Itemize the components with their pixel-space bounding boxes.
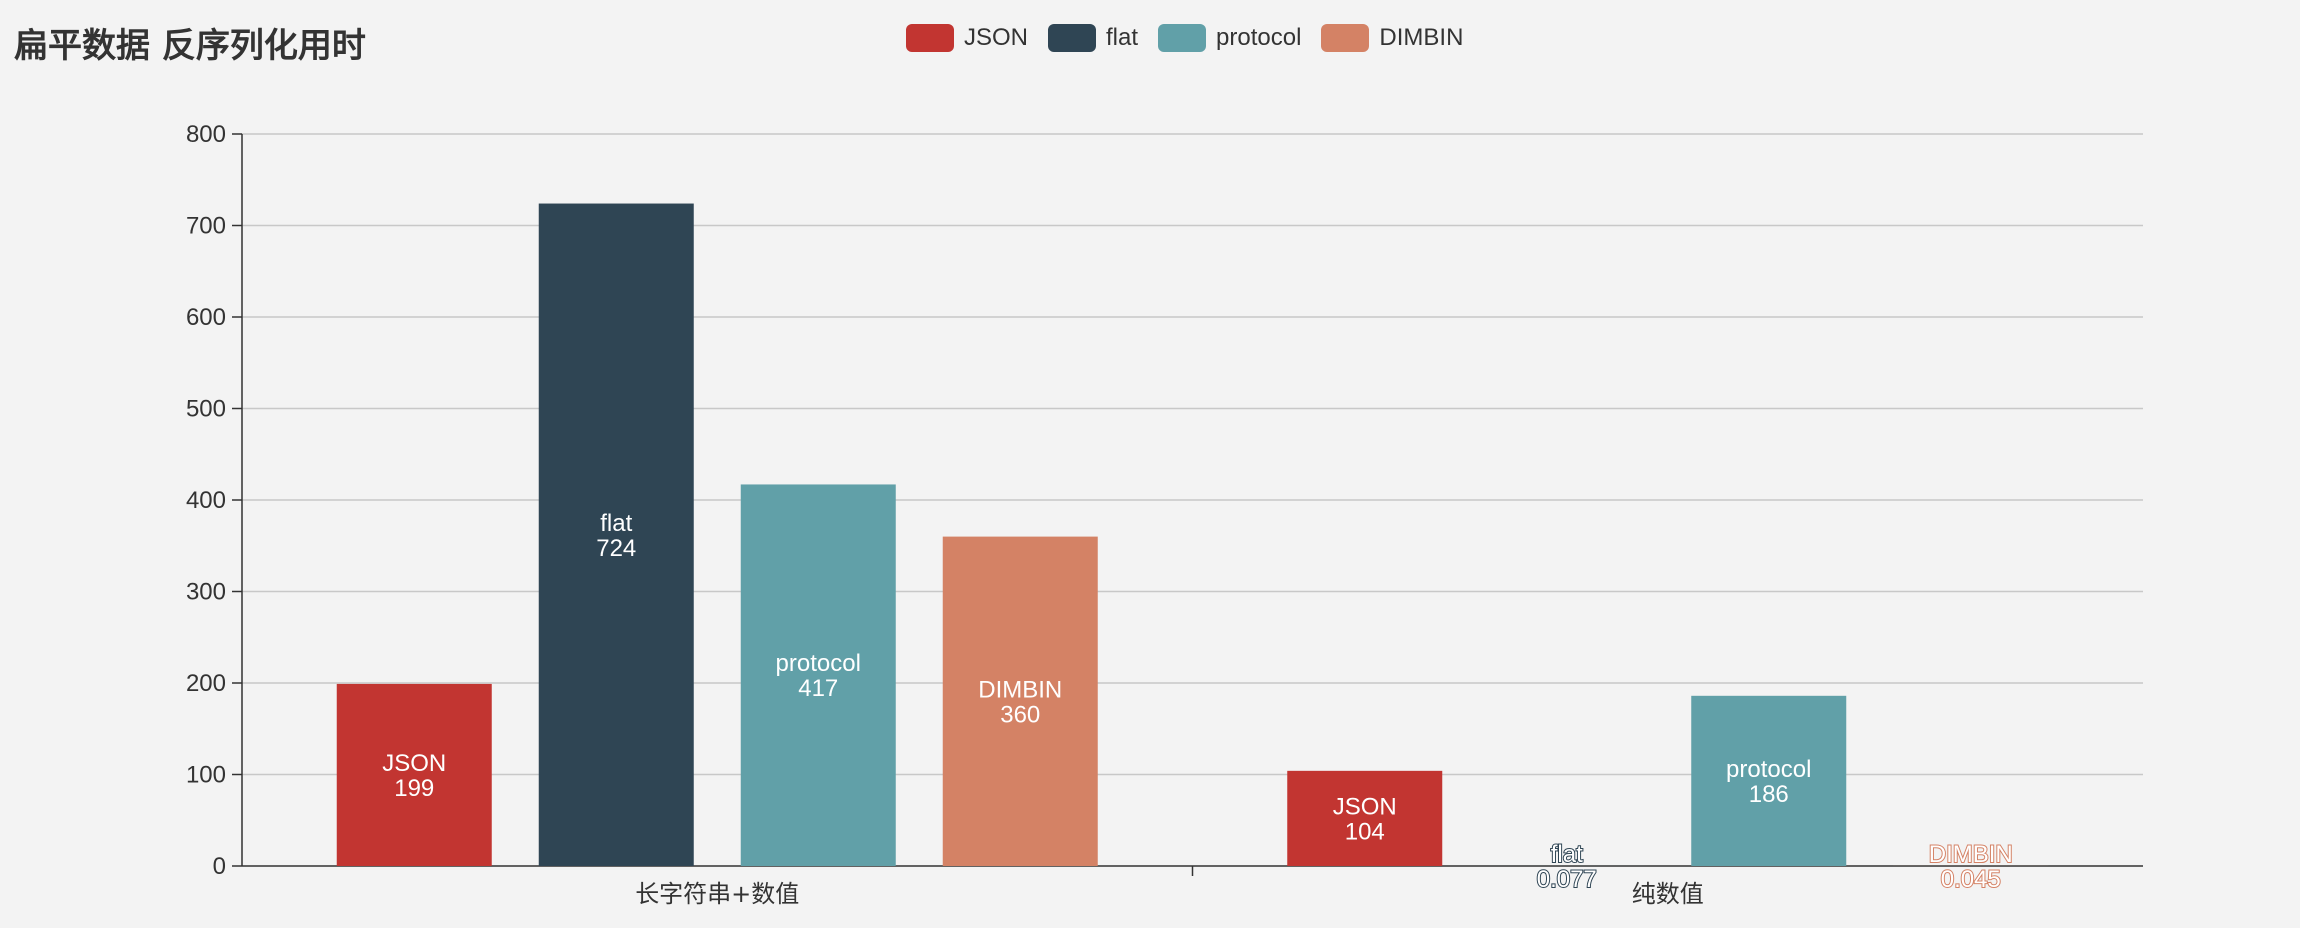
bar-label-name: DIMBIN [978,676,1062,703]
bar-label-value: 0.077 [1537,866,1597,893]
legend-item-flat[interactable]: flat [1048,24,1138,52]
y-tick-label: 600 [186,304,226,331]
data-labels: JSON199JSON104flat724flat0.077protocol41… [382,510,2014,894]
y-tick-label: 0 [213,853,226,880]
bar-label-value: 417 [798,675,838,702]
bar-label-value: 104 [1345,818,1385,845]
x-category-label: 纯数值 [1632,880,1704,908]
x-axis: 长字符串+数值 纯数值 [242,865,2143,908]
y-tick-label: 200 [186,670,226,697]
legend-label-flat: flat [1106,24,1139,51]
legend-swatch-protocol [1158,24,1207,52]
x-category-label: 长字符串+数值 [635,880,799,908]
y-tick-label: 500 [186,396,226,423]
bar-json[interactable] [336,683,492,866]
legend-swatch-flat [1048,24,1097,52]
bars [336,203,2049,867]
bar-label-value: 360 [1000,701,1040,728]
legend: JSON flat protocol DIMBIN [906,24,1463,52]
y-axis: 0 100 200 300 400 500 600 700 800 [186,121,243,880]
bar-label-name: JSON [1333,793,1397,820]
bar-label-value: 199 [394,775,434,802]
bar-label-name: DIMBIN [1929,841,2013,868]
y-tick-label: 100 [186,762,226,789]
bar-label-name: protocol [1726,756,1811,783]
y-tick-label: 400 [186,487,226,514]
bar-label-value: 186 [1749,781,1789,808]
bar-label-name: flat [600,510,632,537]
bar-dimbin[interactable] [942,536,1098,866]
bar-label-name: flat [1551,841,1583,868]
bar-label-value: 724 [596,535,636,562]
bar-json[interactable] [1287,770,1443,866]
bar-label-value: 0.045 [1941,866,2001,893]
legend-swatch-json [906,24,954,52]
bar-protocol[interactable] [1691,695,1847,866]
bar-label-name: JSON [382,750,446,777]
legend-label-dimbin: DIMBIN [1379,24,1464,51]
legend-label-protocol: protocol [1216,24,1302,51]
legend-item-dimbin[interactable]: DIMBIN [1321,24,1463,52]
y-tick-label: 800 [186,121,226,148]
y-tick-label: 700 [186,213,226,240]
bar-flat[interactable] [538,203,694,867]
legend-swatch-dimbin [1321,24,1370,52]
legend-label-json: JSON [964,24,1029,51]
y-tick-label: 300 [186,579,226,606]
chart-title: 扁平数据 反序列化用时 [14,26,366,66]
legend-item-protocol[interactable]: protocol [1158,24,1301,52]
grid-lines [242,133,2143,776]
bar-protocol[interactable] [740,484,896,866]
bar-label-name: protocol [776,650,861,677]
legend-item-json[interactable]: JSON [906,24,1028,52]
